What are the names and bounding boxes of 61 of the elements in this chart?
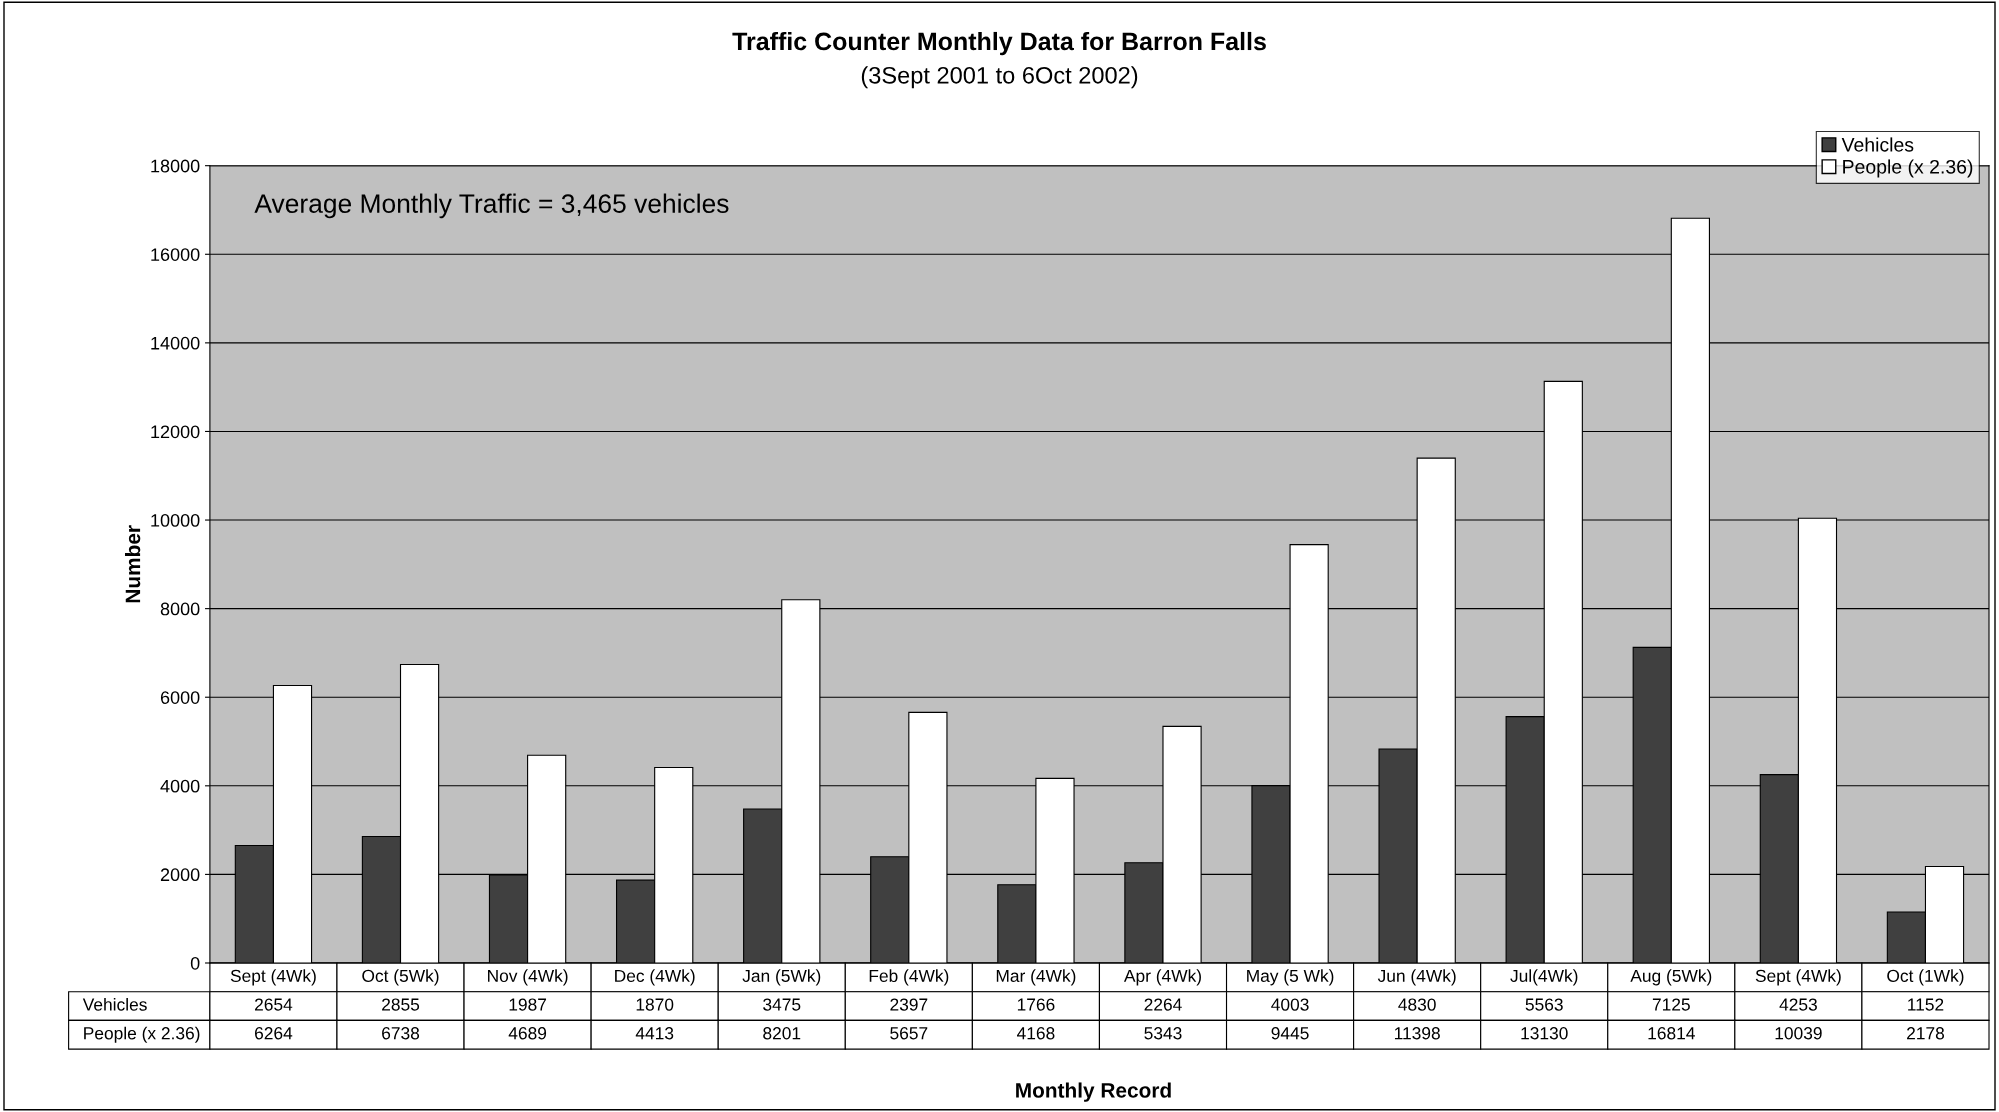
x-tick-label: Aug (5Wk) (1630, 969, 1712, 986)
data-label: 6264 (255, 1027, 293, 1040)
y-tick-label: 6000 (160, 691, 200, 704)
y-tick-label: 16000 (151, 248, 200, 261)
data-label: 2654 (255, 998, 293, 1011)
x-tick-label: Sept (4Wk) (230, 969, 316, 986)
data-label: 13130 (1521, 1027, 1568, 1040)
y-tick-label: 14000 (151, 336, 200, 350)
chart-title: Traffic Counter Monthly Data for Barron Falls (732, 31, 1266, 56)
data-label: 4413 (635, 1027, 674, 1040)
x-tick-label: Sept (4Wk) (1755, 969, 1841, 986)
y-tick-label: 0 (190, 956, 200, 970)
data-label: 8201 (763, 1027, 801, 1040)
text: Vehicles (82, 997, 147, 1011)
x-tick-label: Jan (5Wk) (742, 969, 821, 986)
data-label: 2264 (1144, 998, 1182, 1011)
data-label: 9445 (1271, 1027, 1309, 1040)
y-tick-label: 18000 (151, 159, 200, 173)
data-label: 2855 (382, 998, 420, 1011)
text: People (x 2.36) (84, 1026, 200, 1043)
data-label: 5657 (890, 1027, 928, 1040)
data-label: 3475 (763, 998, 801, 1011)
data-label: 6738 (382, 1027, 420, 1040)
x-tick-label: May (5 Wk) (1247, 969, 1334, 986)
y-tick-label: 4000 (160, 779, 200, 793)
x-tick-label: Jul(4Wk) (1510, 969, 1578, 986)
data-label: 2178 (1907, 1027, 1945, 1040)
data-label: 4168 (1017, 1027, 1055, 1040)
x-axis-title: Monthly Record (1016, 1082, 1171, 1102)
data-label: 4689 (508, 1027, 547, 1040)
legend-label: People (x 2.36) (1843, 159, 1973, 178)
x-tick-label: Oct (5Wk) (362, 969, 439, 986)
x-tick-label: Feb (4Wk) (869, 969, 949, 986)
y-axis-title: Number (124, 525, 141, 603)
data-label: 7125 (1652, 998, 1690, 1011)
data-label: 1766 (1017, 998, 1055, 1011)
y-tick-label: 12000 (151, 425, 200, 439)
data-label: 4253 (1779, 998, 1817, 1011)
legend-label: Vehicles (1841, 137, 1914, 152)
data-label: 11398 (1394, 1027, 1440, 1040)
data-label: 1152 (1908, 998, 1944, 1011)
x-tick-label: Mar (4Wk) (996, 969, 1076, 986)
data-label: 1987 (509, 998, 547, 1011)
data-label: 16814 (1648, 1027, 1695, 1040)
data-label: 2397 (890, 998, 928, 1011)
data-label: 1870 (636, 998, 674, 1011)
data-label: 5563 (1525, 998, 1563, 1011)
x-tick-label: Apr (4Wk) (1123, 969, 1201, 986)
x-tick-label: Nov (4Wk) (488, 969, 568, 986)
y-tick-label: 2000 (160, 868, 200, 882)
x-tick-label: Dec (4Wk) (615, 969, 695, 986)
x-tick-label: Oct (1Wk) (1887, 969, 1964, 986)
data-label: 4003 (1271, 998, 1309, 1011)
data-label: 5343 (1144, 1027, 1182, 1040)
annotation: Average Monthly Traffic = 3,465 vehicles (254, 193, 729, 219)
x-tick-label: Jun (4Wk) (1377, 969, 1456, 986)
chart-subtitle: (3Sept 2001 to 6Oct 2002) (861, 66, 1138, 89)
y-tick-label: 8000 (160, 602, 200, 616)
data-label: 4830 (1398, 998, 1436, 1011)
data-label: 10039 (1775, 1027, 1822, 1040)
y-tick-label: 10000 (151, 513, 200, 527)
